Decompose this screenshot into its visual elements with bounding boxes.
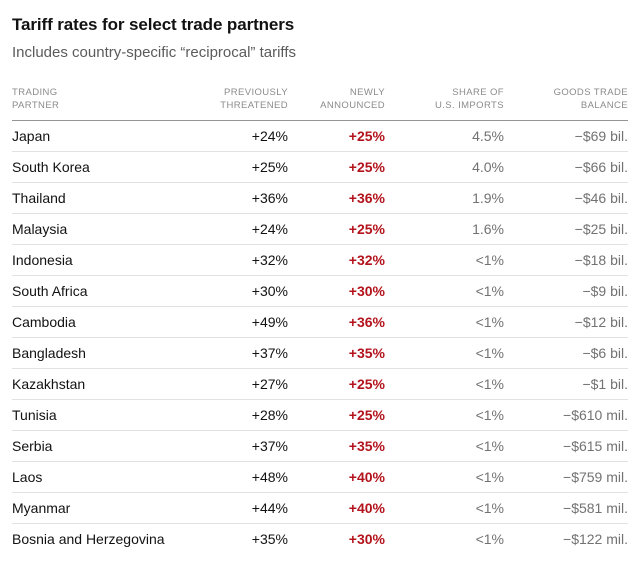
cell-trading-partner: Laos (12, 461, 184, 493)
table-row: Japan +24% +25% 4.5% −$69 bil. (12, 120, 628, 152)
column-header-goods-trade-balance: GOODS TRADE BALANCE (504, 87, 628, 121)
table-row: Bangladesh +37% +35% <1% −$6 bil. (12, 337, 628, 369)
cell-trading-partner: Japan (12, 120, 184, 152)
table-row: Myanmar +44% +40% <1% −$581 mil. (12, 492, 628, 524)
cell-share-of-us-imports: <1% (385, 430, 504, 462)
cell-previously-threatened: +44% (184, 492, 288, 524)
cell-newly-announced: +30% (288, 275, 385, 307)
cell-share-of-us-imports: <1% (475, 531, 504, 547)
cell-newly-announced: +25% (288, 399, 385, 431)
table-row: South Africa +30% +30% <1% −$9 bil. (12, 275, 628, 307)
cell-goods-trade-balance: −$18 bil. (504, 244, 628, 276)
cell-newly-announced: +35% (288, 337, 385, 369)
cell-trading-partner: Bangladesh (12, 337, 184, 369)
column-header-trading-partner: TRADING PARTNER (12, 87, 184, 121)
table-row: Serbia +37% +35% <1% −$615 mil. (12, 430, 628, 462)
cell-goods-trade-balance: −$66 bil. (504, 151, 628, 183)
cell-share-of-us-imports: <1% (385, 337, 504, 369)
cell-newly-announced: +25% (288, 120, 385, 152)
tariff-table: TRADING PARTNER PREVIOUSLY THREATENED NE… (12, 87, 628, 554)
cell-goods-trade-balance: −$69 bil. (504, 120, 628, 152)
cell-goods-trade-balance: −$759 mil. (504, 461, 628, 493)
cell-goods-trade-balance: −$6 bil. (504, 337, 628, 369)
cell-previously-threatened: +48% (184, 461, 288, 493)
cell-newly-announced: +25% (288, 213, 385, 245)
cell-previously-threatened: +35% (251, 531, 288, 547)
cell-goods-trade-balance: −$615 mil. (504, 430, 628, 462)
cell-newly-announced: +30% (348, 531, 385, 547)
cell-goods-trade-balance: −$610 mil. (504, 399, 628, 431)
cell-trading-partner: Indonesia (12, 244, 184, 276)
cell-newly-announced: +40% (288, 492, 385, 524)
cell-previously-threatened: +25% (184, 151, 288, 183)
cell-goods-trade-balance: −$9 bil. (504, 275, 628, 307)
table-row: Indonesia +32% +32% <1% −$18 bil. (12, 244, 628, 276)
cell-trading-partner: Serbia (12, 430, 184, 462)
cell-share-of-us-imports: 4.5% (385, 120, 504, 152)
table-row: Kazakhstan +27% +25% <1% −$1 bil. (12, 368, 628, 400)
cell-previously-threatened: +32% (184, 244, 288, 276)
cell-newly-announced: +36% (288, 306, 385, 338)
cell-previously-threatened: +27% (184, 368, 288, 400)
cell-newly-announced: +35% (288, 430, 385, 462)
cell-previously-threatened: +30% (184, 275, 288, 307)
cell-share-of-us-imports: <1% (385, 399, 504, 431)
cell-goods-trade-balance: −$25 bil. (504, 213, 628, 245)
cell-share-of-us-imports: <1% (385, 275, 504, 307)
cell-share-of-us-imports: <1% (385, 306, 504, 338)
page-title: Tariff rates for select trade partners (12, 15, 295, 34)
table-header-row: TRADING PARTNER PREVIOUSLY THREATENED NE… (12, 87, 628, 121)
cell-trading-partner: Bosnia and Herzegovina (12, 531, 165, 547)
cell-newly-announced: +40% (288, 461, 385, 493)
cell-share-of-us-imports: <1% (385, 368, 504, 400)
cell-newly-announced: +25% (288, 368, 385, 400)
table-row: South Korea +25% +25% 4.0% −$66 bil. (12, 151, 628, 183)
cell-trading-partner: Cambodia (12, 306, 184, 338)
page-subtitle: Includes country-specific “reciprocal” t… (12, 44, 296, 61)
cell-share-of-us-imports: <1% (385, 244, 504, 276)
cell-goods-trade-balance: −$12 bil. (504, 306, 628, 338)
cell-trading-partner: Malaysia (12, 213, 184, 245)
column-header-previously-threatened: PREVIOUSLY THREATENED (184, 87, 288, 121)
table-row: Cambodia +49% +36% <1% −$12 bil. (12, 306, 628, 338)
cell-share-of-us-imports: <1% (385, 461, 504, 493)
cell-trading-partner: Tunisia (12, 399, 184, 431)
cell-previously-threatened: +24% (184, 120, 288, 152)
cell-previously-threatened: +37% (184, 337, 288, 369)
cell-previously-threatened: +36% (184, 182, 288, 214)
cell-newly-announced: +36% (288, 182, 385, 214)
cell-share-of-us-imports: 1.6% (385, 213, 504, 245)
table-row: Malaysia +24% +25% 1.6% −$25 bil. (12, 213, 628, 245)
cell-previously-threatened: +24% (184, 213, 288, 245)
table-row: Thailand +36% +36% 1.9% −$46 bil. (12, 182, 628, 214)
column-header-share-of-us-imports: SHARE OF U.S. IMPORTS (385, 87, 504, 121)
table-header: TRADING PARTNER PREVIOUSLY THREATENED NE… (12, 87, 628, 121)
cell-trading-partner: South Korea (12, 151, 184, 183)
cell-goods-trade-balance: −$1 bil. (504, 368, 628, 400)
table-row: Tunisia +28% +25% <1% −$610 mil. (12, 399, 628, 431)
cell-previously-threatened: +37% (184, 430, 288, 462)
cell-trading-partner: Thailand (12, 182, 184, 214)
table-row: Bosnia and Herzegovina +35% +30% <1% −$1… (12, 524, 628, 555)
cell-goods-trade-balance: −$46 bil. (504, 182, 628, 214)
cell-share-of-us-imports: 1.9% (385, 182, 504, 214)
cell-goods-trade-balance: −$581 mil. (504, 492, 628, 524)
column-header-newly-announced: NEWLY ANNOUNCED (288, 87, 385, 121)
cell-trading-partner: South Africa (12, 275, 184, 307)
cell-share-of-us-imports: <1% (385, 492, 504, 524)
cell-newly-announced: +32% (288, 244, 385, 276)
cell-goods-trade-balance: −$122 mil. (563, 531, 628, 547)
cell-newly-announced: +25% (288, 151, 385, 183)
table-row: Laos +48% +40% <1% −$759 mil. (12, 461, 628, 493)
cell-previously-threatened: +28% (184, 399, 288, 431)
cell-trading-partner: Myanmar (12, 492, 184, 524)
table-body: Japan +24% +25% 4.5% −$69 bil. South Kor… (12, 120, 628, 555)
cell-trading-partner: Kazakhstan (12, 368, 184, 400)
cell-share-of-us-imports: 4.0% (385, 151, 504, 183)
cell-previously-threatened: +49% (184, 306, 288, 338)
